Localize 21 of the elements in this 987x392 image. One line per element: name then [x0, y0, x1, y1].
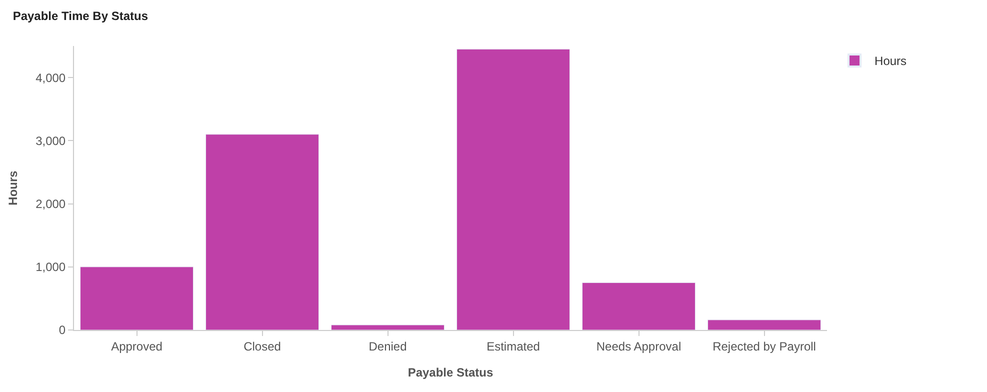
bar — [456, 48, 570, 330]
bar — [80, 266, 194, 330]
x-tick-label: Denied — [368, 339, 407, 354]
y-axis-title: Hours — [6, 170, 20, 206]
chart-title: Payable Time By Status — [12, 9, 148, 24]
x-tick-label: Closed — [244, 339, 281, 354]
x-tick-label: Rejected by Payroll — [712, 339, 816, 354]
y-tick-label: 2,000 — [36, 196, 66, 211]
x-tick-label: Needs Approval — [596, 339, 682, 354]
x-tick-label: Estimated — [486, 339, 540, 354]
y-tick-label: 1,000 — [36, 260, 66, 274]
x-tick-label: Approved — [111, 339, 162, 354]
bar — [582, 282, 696, 330]
bar — [206, 134, 319, 330]
y-tick-label: 4,000 — [36, 70, 66, 85]
legend-label: Hours — [874, 54, 907, 68]
bar — [331, 324, 444, 330]
y-tick-label: 0 — [58, 323, 66, 338]
bar — [708, 320, 821, 330]
y-tick-label: 3,000 — [36, 134, 66, 148]
x-axis-title: Payable Status — [408, 365, 494, 380]
